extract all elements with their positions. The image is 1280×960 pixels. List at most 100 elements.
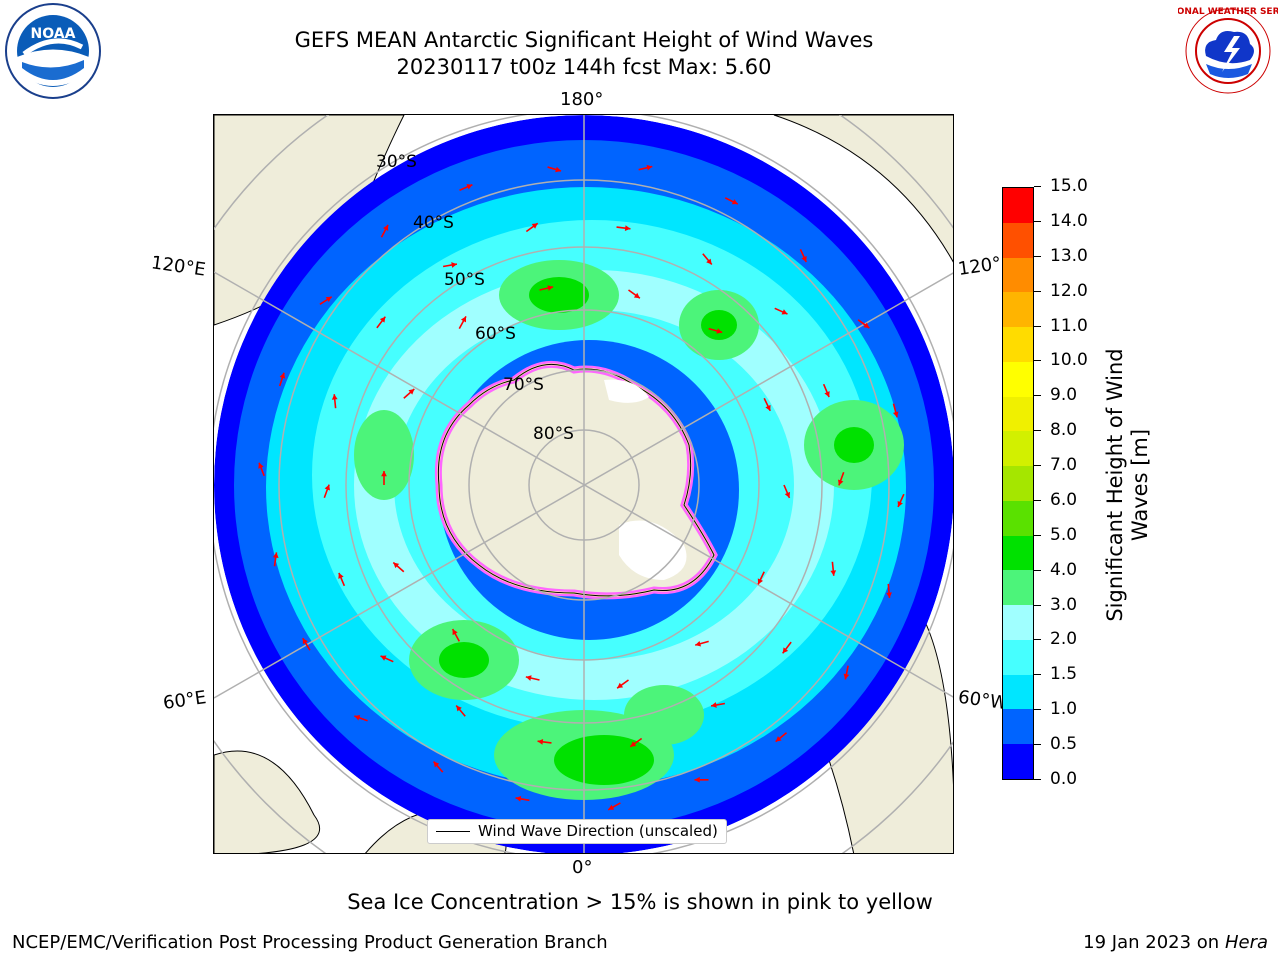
wave-direction-arrow	[897, 493, 905, 508]
wave-direction-arrow	[775, 732, 788, 743]
colorbar-tick-mark	[1034, 360, 1041, 362]
colorbar-segment	[1003, 744, 1033, 779]
colorbar-segment	[1003, 396, 1033, 432]
lat-label-80s: 80°S	[533, 424, 574, 444]
wave-direction-arrow	[380, 655, 394, 663]
colorbar-tick-mark	[1034, 744, 1041, 746]
colorbar-tick-mark	[1034, 639, 1041, 641]
wave-direction-arrow	[629, 737, 643, 748]
colorbar-tick-label: 0.0	[1050, 769, 1078, 789]
lon-label-120w: 120°	[956, 253, 1003, 280]
footer-credit: NCEP/EMC/Verification Post Processing Pr…	[12, 932, 608, 953]
colorbar-tick-label: 7.0	[1050, 455, 1078, 476]
wave-direction-arrow	[515, 795, 530, 802]
colorbar-tick-label: 3.0	[1050, 594, 1078, 615]
wave-direction-arrow	[451, 628, 461, 642]
wave-direction-arrow	[694, 776, 709, 783]
wave-direction-arrow	[319, 296, 333, 305]
lat-label-40s: 40°S	[413, 213, 454, 233]
colorbar-segment	[1003, 222, 1033, 258]
wave-direction-arrow	[380, 224, 389, 238]
wave-direction-arrow	[392, 561, 405, 573]
colorbar-tick-label: 4.0	[1050, 559, 1078, 580]
colorbar-segment	[1003, 292, 1033, 328]
wave-direction-arrow	[616, 679, 629, 689]
colorbar-tick-label: 1.5	[1050, 664, 1078, 685]
polar-map	[214, 115, 953, 853]
ross-sea-ice	[604, 379, 649, 403]
wave-direction-arrow	[886, 583, 892, 598]
colorbar-segment	[1003, 257, 1033, 293]
wave-direction-arrow	[547, 166, 562, 173]
graticule	[214, 115, 953, 853]
colorbar-tick-mark	[1034, 779, 1041, 780]
colorbar-segment	[1003, 639, 1033, 675]
nws-logo-text: NATIONAL WEATHER SERVICE	[1178, 7, 1278, 17]
map-panel	[213, 114, 954, 854]
wave-direction-arrow	[525, 675, 540, 681]
colorbar-segment	[1003, 187, 1033, 223]
colorbar-ticks: 0.0 0.5 1.0 1.5 2.0 3.0 4.0 5.0 6.0 7.0 8.0 9.0 10.0…	[1034, 176, 1094, 789]
wave-direction-arrow	[458, 315, 467, 330]
colorbar-tick-mark	[1034, 709, 1041, 711]
wave-direction-arrow	[708, 327, 723, 334]
legend-label: Wind Wave Direction (unscaled)	[478, 822, 718, 840]
colorbar-label: Significant Height of Wind Waves [m]	[1103, 348, 1152, 622]
wave-direction-arrow	[638, 164, 653, 171]
wave-direction-arrow	[799, 248, 807, 263]
footer-machine: Hera	[1224, 932, 1268, 953]
colorbar	[1002, 187, 1034, 780]
wave-direction-arrow	[539, 285, 554, 291]
colorbar-tick-mark	[1034, 290, 1041, 292]
colorbar-segment	[1003, 570, 1033, 606]
wave-direction-arrow	[837, 471, 845, 486]
wave-direction-arrow	[525, 222, 539, 233]
colorbar-tick-mark	[1034, 534, 1041, 536]
wave-direction-arrow	[843, 665, 850, 680]
wave-direction-arrow	[822, 383, 830, 398]
wave-direction-arrow	[302, 637, 311, 651]
colorbar-segment	[1003, 674, 1033, 710]
noaa-logo: NOAA	[2, 2, 104, 100]
noaa-logo-text: NOAA	[31, 26, 76, 42]
lon-label-120e: 120°E	[149, 252, 207, 281]
colorbar-tick-mark	[1034, 395, 1041, 397]
map-legend: Wind Wave Direction (unscaled)	[427, 819, 727, 844]
wave-direction-arrow	[338, 572, 346, 587]
wave-direction-arrow	[381, 471, 387, 485]
wave-direction-arrow	[724, 197, 739, 205]
colorbar-tick-label: 0.5	[1050, 734, 1078, 755]
colorbar-segment	[1003, 535, 1033, 571]
colorbar-tick-label: 1.0	[1050, 699, 1078, 720]
colorbar-tick-mark	[1034, 604, 1041, 606]
wave-direction-arrow	[757, 571, 765, 585]
colorbar-tick-mark	[1034, 499, 1041, 501]
colorbar-segment	[1003, 466, 1033, 501]
colorbar-tick-mark	[1034, 220, 1041, 222]
colorbar-segment	[1003, 500, 1033, 536]
pacific-edge-land	[773, 115, 953, 263]
wave-direction-arrow	[323, 484, 331, 499]
colorbar-segment	[1003, 605, 1033, 640]
colorbar-tick-label: 5.0	[1050, 524, 1078, 545]
wave-direction-arrow	[278, 372, 286, 387]
wave-direction-arrow	[857, 319, 870, 329]
wave-direction-arrow	[607, 802, 621, 811]
chart-title-line2: 20230117 t00z 144h fcst Max: 5.60	[396, 55, 772, 79]
colorbar-segment	[1003, 361, 1033, 397]
wave-direction-arrow	[710, 702, 726, 708]
colorbar-tick-mark	[1034, 569, 1041, 571]
wave-direction-arrow	[763, 397, 771, 412]
wave-direction-arrow	[628, 289, 641, 299]
colorbar-tick-label: 8.0	[1050, 420, 1078, 441]
wind-wave-arrows	[258, 164, 905, 811]
colorbar-segment	[1003, 431, 1033, 467]
colorbar-tick-label: 11.0	[1050, 315, 1088, 336]
wave-direction-arrow	[616, 225, 631, 231]
wave-direction-arrow	[782, 641, 792, 654]
lon-label-60e: 60°E	[161, 687, 208, 714]
wave-direction-arrow	[459, 184, 473, 191]
wave-direction-arrow	[354, 715, 368, 722]
footer-date-text: 19 Jan 2023 on	[1083, 932, 1220, 953]
colorbar-segment	[1003, 709, 1033, 745]
